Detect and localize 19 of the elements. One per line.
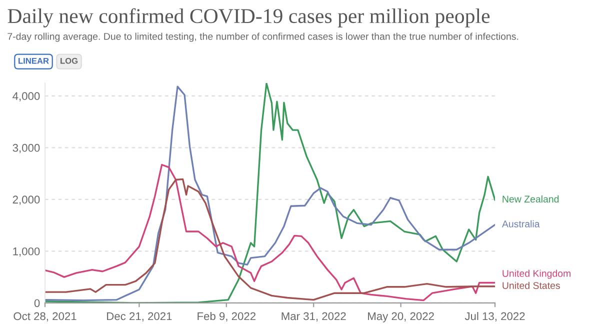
text: LINEAR [18,58,49,64]
x-tick-label: Dec 21, 2021 [107,312,172,322]
y-tick-label: 0 [34,299,40,308]
x-tick-label: Mar 31, 2022 [282,312,346,322]
chart-subtitle: 7-day rolling average. Due to limited testing, the number of confirmed cases is lower than the true number of infections. [8,32,518,42]
series-label: United Kingdom [502,270,570,279]
x-tick-label: May 20, 2022 [368,312,434,322]
text: LOG [60,58,78,64]
y-tick-label: 2,000 [12,196,40,205]
series-label: Australia [502,220,540,228]
x-tick-label: Oct 28, 2021 [14,312,76,322]
y-tick-label: 3,000 [12,144,40,154]
chart-title: Daily new confirmed COVID-19 cases per million people [8,8,490,28]
y-tick-label: 4,000 [12,92,40,102]
series-label: New Zealand [502,195,559,203]
x-tick-label: Jul 13, 2022 [464,312,525,322]
y-tick-label: 1,000 [13,247,40,257]
series-label: United States [502,282,560,289]
x-tick-label: Feb 9, 2022 [198,312,256,322]
